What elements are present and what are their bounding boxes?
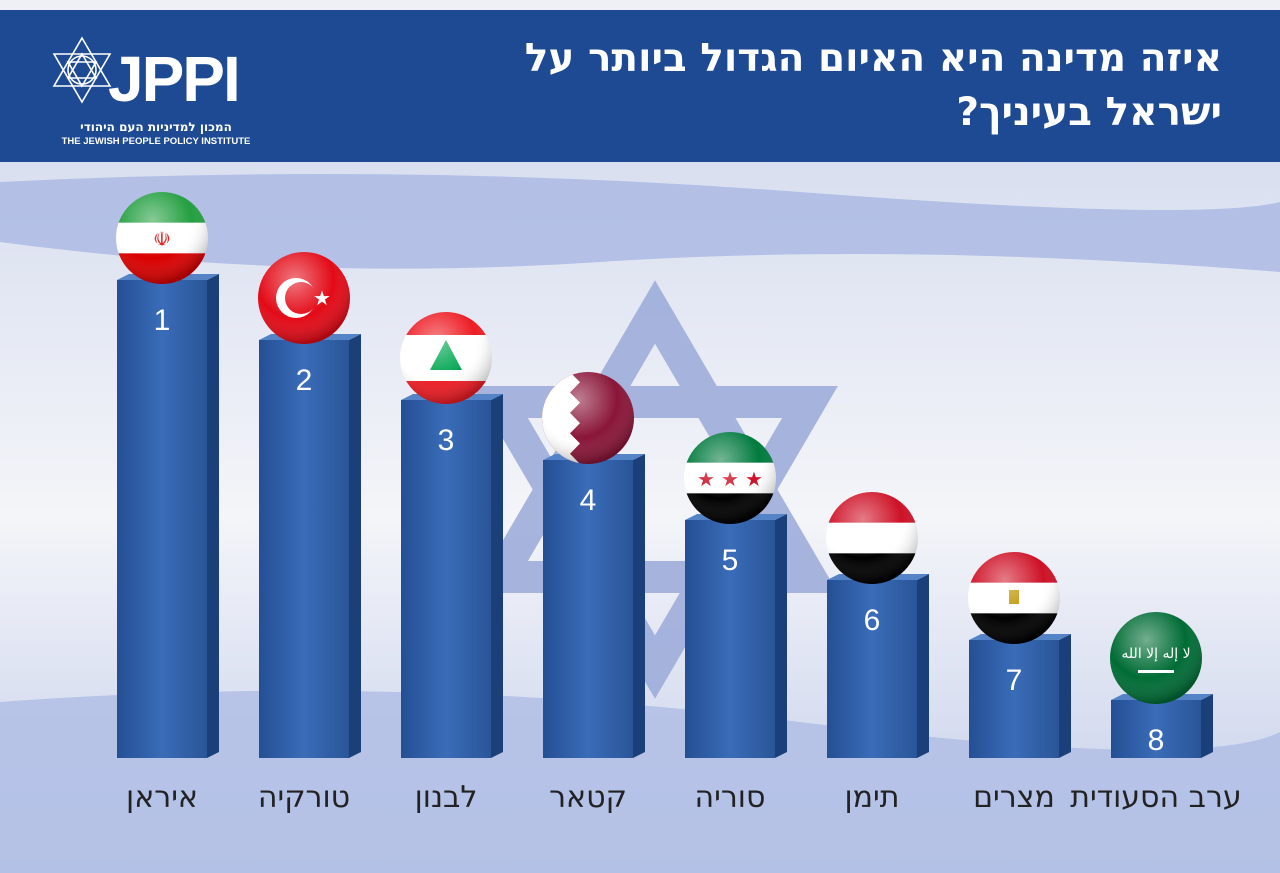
bar-side [1059, 634, 1071, 758]
bar-side [491, 394, 503, 758]
bar-side [775, 514, 787, 758]
lebanon-flag-icon [400, 312, 492, 404]
category-label: טורקיה [258, 780, 350, 815]
bar-side [349, 334, 361, 758]
rank-label: 4 [580, 484, 597, 517]
bar [685, 520, 775, 758]
bar [401, 400, 491, 758]
rank-label: 5 [722, 544, 739, 577]
bar-side [1201, 694, 1213, 758]
logo-wordmark: JPPI [108, 43, 241, 115]
bar [969, 640, 1059, 758]
logo-hebrew-subtitle: המכון למדיניות העם היהודי [80, 120, 232, 134]
logo-english-subtitle: THE JEWISH PEOPLE POLICY INSTITUTE [61, 136, 251, 147]
rank-label: 7 [1006, 664, 1023, 697]
bar [1111, 700, 1201, 758]
jppi-logo: JPPI המכון למדיניות העם היהודי THE JEWIS… [48, 28, 268, 148]
category-label: איראן [126, 780, 198, 815]
ranking-chart: 1 ☫ איראן 2 ★ טורקיה 3 לבנון 4 קטאר 5 ★★★ סוריה 6 תימן… [0, 162, 1280, 873]
rank-label: 1 [154, 304, 171, 337]
bar-group: 2 ★ טורקיה [258, 252, 361, 815]
bar-group: 6 תימן [826, 492, 929, 815]
category-label: סוריה [695, 780, 766, 815]
qatar-flag-icon [542, 372, 634, 464]
bar-group: 1 ☫ איראן [116, 192, 219, 815]
bar [117, 280, 207, 758]
syria-flag-icon: ★★★ [684, 432, 776, 524]
bar-side [633, 454, 645, 758]
bar-group: 5 ★★★ סוריה [684, 432, 787, 815]
category-label: תימן [845, 780, 900, 815]
title-line-2: ישראל בעיניך? [956, 90, 1222, 135]
category-label: מצרים [973, 780, 1055, 815]
bar-group: 3 לבנון [400, 312, 503, 815]
saudi-arabia-flag-icon: ﻻ إله إلا الله [1110, 612, 1202, 704]
bar [827, 580, 917, 758]
header-banner: JPPI המכון למדיניות העם היהודי THE JEWIS… [0, 10, 1280, 162]
turkey-flag-icon: ★ [258, 252, 350, 344]
title-line-1: איזה מדינה היא האיום הגדול ביותר על [524, 36, 1222, 81]
rank-label: 8 [1148, 724, 1165, 757]
category-label: ערב הסעודית [1070, 780, 1241, 815]
yemen-flag-icon [826, 492, 918, 584]
bar [259, 340, 349, 758]
bar-group: 4 קטאר [542, 372, 645, 815]
bar-side [207, 274, 219, 758]
rank-label: 6 [864, 604, 881, 637]
category-label: קטאר [549, 780, 627, 815]
iran-flag-icon: ☫ [116, 192, 208, 284]
page-title: איזה מדינה היא האיום הגדול ביותר על ישרא… [402, 32, 1222, 140]
bar-side [917, 574, 929, 758]
bar-group: 8 ﻻ إله إلا الله ערב הסעודית [1070, 612, 1242, 815]
star-of-david-logo-icon [52, 36, 112, 104]
rank-label: 3 [438, 424, 455, 457]
bar [543, 460, 633, 758]
flag-stripe-top [0, 174, 1280, 272]
rank-label: 2 [296, 364, 313, 397]
egypt-flag-icon [968, 552, 1060, 644]
category-label: לבנון [415, 780, 478, 815]
